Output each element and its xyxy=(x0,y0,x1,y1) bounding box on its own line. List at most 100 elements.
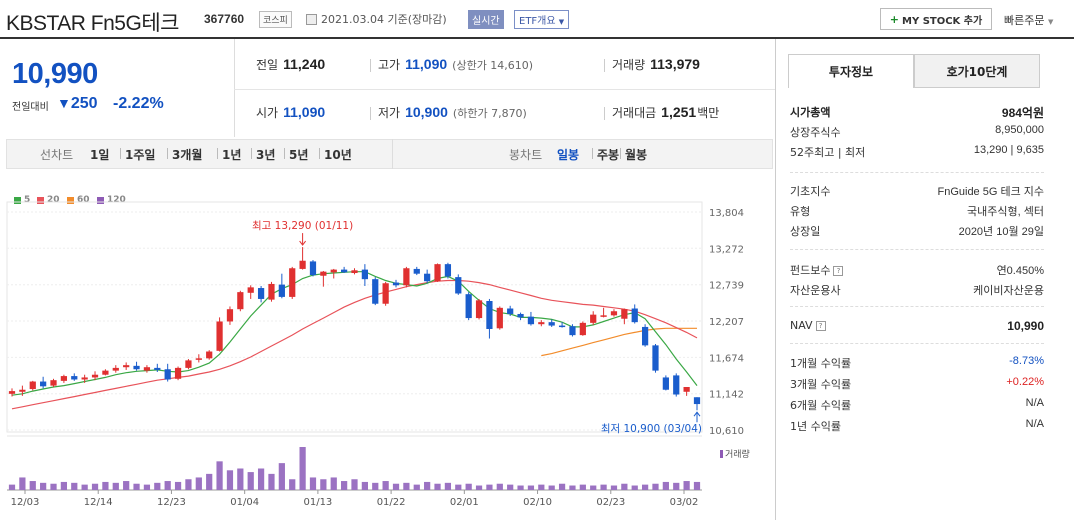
candle-body xyxy=(60,376,68,381)
candle-body xyxy=(40,381,47,387)
divider xyxy=(120,148,121,159)
info-row-2: 52주최고 | 최저 13,290 | 9,635 xyxy=(790,144,1044,160)
low-arrow-head xyxy=(693,411,701,417)
candle-period-1[interactable]: 주봉 xyxy=(597,148,620,162)
candle-body xyxy=(185,360,192,368)
volume-bar xyxy=(216,461,223,490)
help-icon[interactable]: ? xyxy=(815,321,826,331)
nav-row: NAV? 10,990 xyxy=(790,319,1044,333)
live-badge[interactable]: 실시간 xyxy=(468,10,504,29)
candle-body xyxy=(496,307,503,329)
stat-value: 11,090 xyxy=(283,104,326,120)
volume-bar xyxy=(237,468,244,490)
volume-bar xyxy=(60,481,68,490)
candle-body xyxy=(610,311,618,316)
stat-label: 시가 xyxy=(256,106,279,120)
volume-bar xyxy=(444,482,452,490)
period-0[interactable]: 1일 xyxy=(90,148,110,162)
volume-bar xyxy=(40,482,47,490)
candle-body xyxy=(579,322,586,336)
info-value: 984억원 xyxy=(1001,106,1044,120)
date-text: 2021.03.04 기준(장마감) xyxy=(321,13,447,26)
candle-body xyxy=(309,261,317,276)
legend-swatch xyxy=(97,196,104,204)
period-4[interactable]: 3년 xyxy=(256,148,276,162)
candle-period-0[interactable]: 일봉 xyxy=(557,148,580,162)
volume-bar xyxy=(475,485,483,490)
price-chart[interactable]: 13,804 13,272 12,739 12,207 11,674 11,142 10,6… xyxy=(0,170,775,520)
candle-body xyxy=(569,326,576,336)
candle-body xyxy=(548,322,555,326)
y-tick-label: 13,272 xyxy=(709,244,744,255)
candle-body xyxy=(102,370,109,375)
volume-bar xyxy=(579,484,586,490)
candle-body xyxy=(268,283,275,300)
volume-bar xyxy=(413,484,420,490)
info-row-1: 상장주식수 8,950,000 xyxy=(790,124,1044,140)
divider xyxy=(790,343,1044,344)
info-value: 10,990 xyxy=(1007,319,1044,333)
volume-bar xyxy=(465,483,472,490)
stat-label: 고가 xyxy=(378,58,401,72)
volume-bar xyxy=(662,481,669,490)
candle-body xyxy=(299,260,306,269)
down-arrow-icon: ▼ xyxy=(57,95,71,111)
divider xyxy=(217,148,218,159)
candle-body xyxy=(226,309,234,322)
quick-order-button[interactable]: 빠른주문 ▼ xyxy=(1004,12,1053,28)
candle-body xyxy=(693,397,701,405)
volume-bar xyxy=(372,482,379,490)
volume-bar xyxy=(8,484,16,490)
volume-bar xyxy=(309,477,317,490)
candle-body xyxy=(71,376,78,380)
volume-bar xyxy=(278,463,285,490)
tab-investment-info[interactable]: 투자정보 xyxy=(788,54,914,88)
volume-bar xyxy=(693,481,701,490)
candle-body xyxy=(91,374,99,378)
period-6[interactable]: 10년 xyxy=(324,148,352,162)
help-icon[interactable]: ? xyxy=(833,266,844,276)
candle-body xyxy=(257,288,265,299)
divider xyxy=(167,148,168,159)
period-3[interactable]: 1년 xyxy=(222,148,242,162)
info-key: 1개월 수익률 xyxy=(790,357,852,370)
add-mystock-button[interactable]: + MY STOCK 추가 xyxy=(880,8,992,30)
candle-body xyxy=(320,271,327,276)
add-mystock-label: MY STOCK 추가 xyxy=(902,15,983,27)
y-tick-label: 12,739 xyxy=(709,281,744,292)
candle-body xyxy=(143,367,151,371)
stat-high: 고가 11,090 (상한가 14,610) xyxy=(378,56,533,73)
divider xyxy=(370,107,371,120)
volume-bar xyxy=(112,482,119,490)
stat-unit: 백만 xyxy=(697,106,720,120)
stat-volume: 거래량 113,979 xyxy=(612,56,700,73)
candle-body xyxy=(517,313,524,318)
etf-overview-dropdown[interactable]: ETF개요 ▼ xyxy=(514,10,570,29)
divider xyxy=(790,249,1044,250)
legend-item-2: 60 xyxy=(67,195,90,205)
chevron-down-icon: ▼ xyxy=(558,18,565,26)
volume-bar xyxy=(631,485,638,490)
volume-bar xyxy=(652,483,659,490)
stat-open: 시가 11,090 xyxy=(256,104,325,121)
volume-bar xyxy=(71,482,78,490)
return-row-2: 6개월 수익률 N/A xyxy=(790,397,1044,413)
candle-body xyxy=(538,322,545,325)
candle-period-2[interactable]: 월봉 xyxy=(625,148,648,162)
y-tick-label: 11,674 xyxy=(709,353,744,364)
tab-label: 투자정보 xyxy=(828,65,874,79)
volume-bar xyxy=(486,484,493,490)
divider xyxy=(620,148,621,159)
period-2[interactable]: 3개월 xyxy=(172,148,203,162)
candle-body xyxy=(154,367,161,370)
period-1[interactable]: 1주일 xyxy=(125,148,156,162)
candle-body xyxy=(403,268,410,286)
volume-bar xyxy=(289,479,296,490)
period-5[interactable]: 5년 xyxy=(289,148,309,162)
volume-bar xyxy=(641,484,649,490)
candle-body xyxy=(278,284,285,297)
volume-bar xyxy=(517,485,524,490)
candle-body xyxy=(8,391,16,394)
candle-body xyxy=(237,292,244,310)
tab-orderbook[interactable]: 호가10단계 xyxy=(914,54,1040,88)
